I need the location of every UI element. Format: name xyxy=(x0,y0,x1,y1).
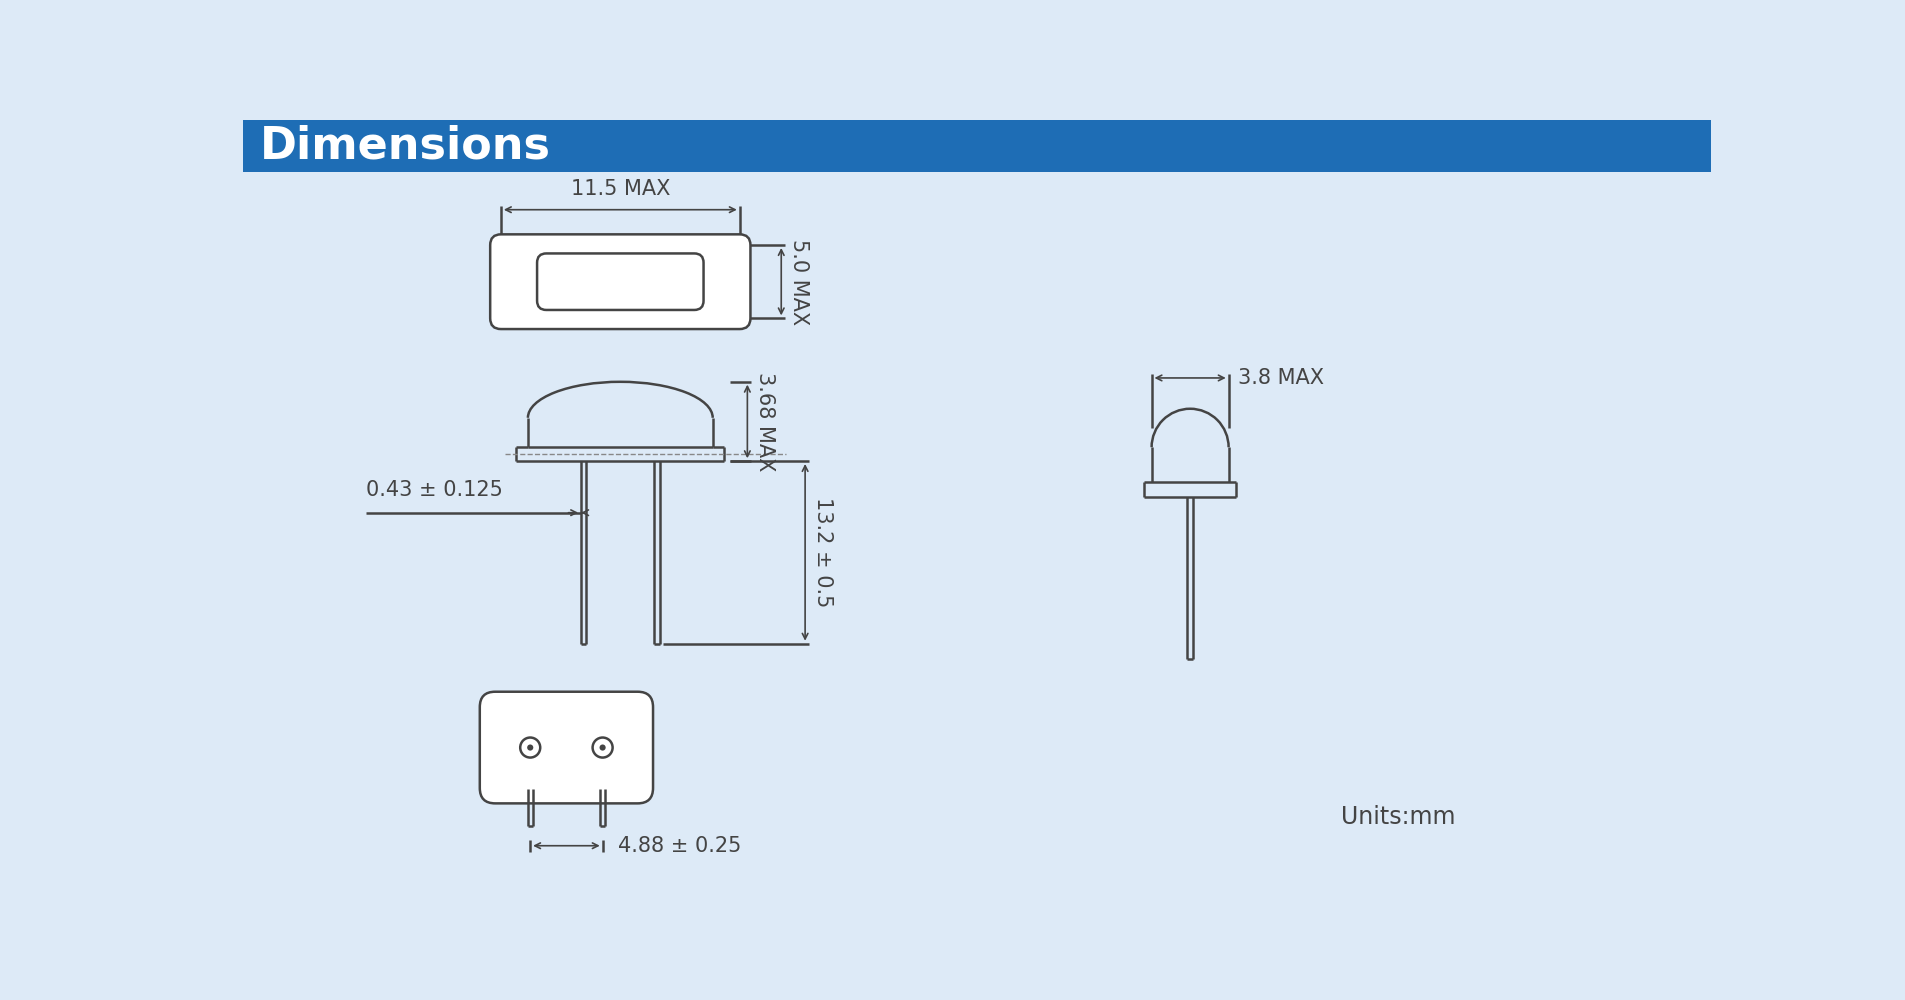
Text: 11.5 MAX: 11.5 MAX xyxy=(570,179,671,199)
Circle shape xyxy=(528,744,533,751)
Bar xyxy=(244,120,1711,172)
Circle shape xyxy=(520,738,539,758)
Text: Dimensions: Dimensions xyxy=(259,125,551,168)
Circle shape xyxy=(592,738,612,758)
Text: 5.0 MAX: 5.0 MAX xyxy=(789,239,808,325)
Text: 0.43 ± 0.125: 0.43 ± 0.125 xyxy=(366,480,503,500)
Circle shape xyxy=(600,744,606,751)
FancyBboxPatch shape xyxy=(480,692,653,803)
Text: 3.8 MAX: 3.8 MAX xyxy=(1236,368,1324,388)
Text: 4.88 ± 0.25: 4.88 ± 0.25 xyxy=(617,836,741,856)
FancyBboxPatch shape xyxy=(537,253,703,310)
Text: Units:mm: Units:mm xyxy=(1339,805,1455,829)
FancyBboxPatch shape xyxy=(490,234,751,329)
Text: 3.68 MAX: 3.68 MAX xyxy=(754,372,775,471)
Text: 13.2 ± 0.5: 13.2 ± 0.5 xyxy=(812,497,832,608)
